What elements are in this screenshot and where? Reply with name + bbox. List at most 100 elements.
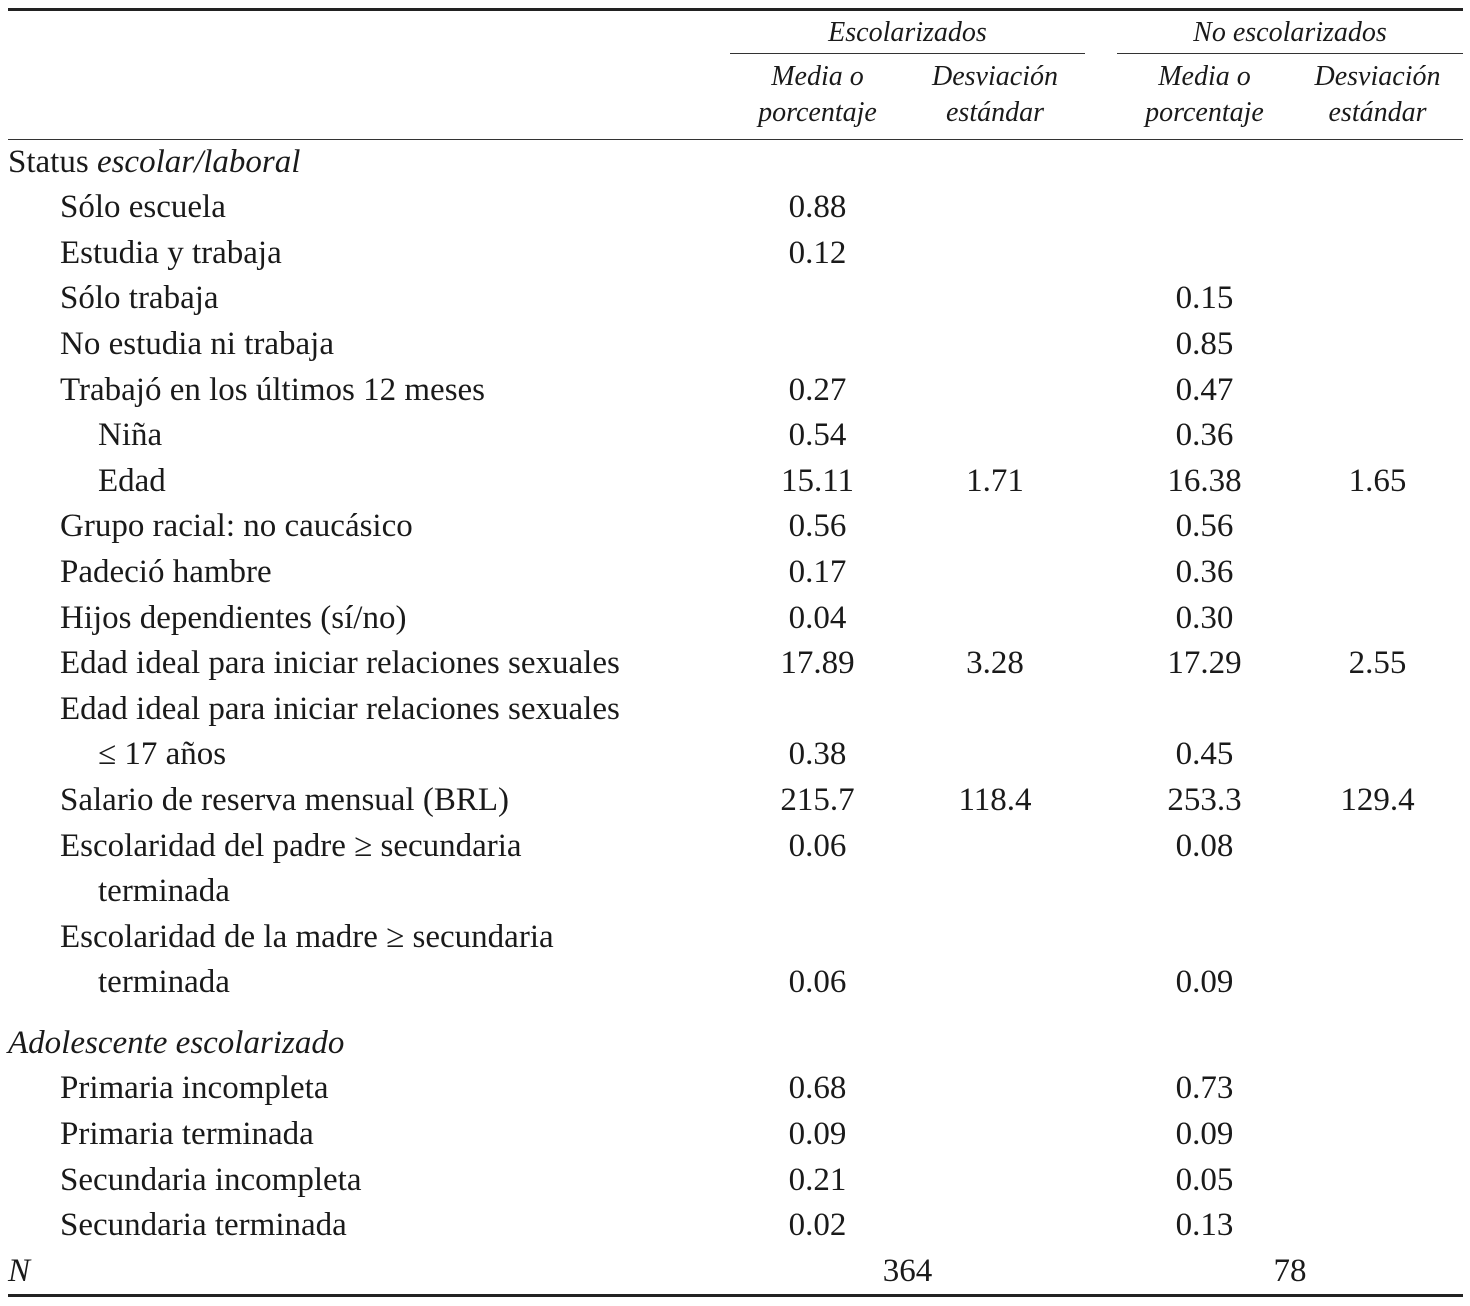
cell-value: 15.11 (780, 462, 855, 499)
row-label: Primaria incompleta (60, 1070, 329, 1107)
data-row: Grupo racial: no caucásico 0.56 0.56 (8, 504, 1463, 550)
blank (1085, 276, 1117, 322)
cell-value: 0.21 (788, 1161, 847, 1198)
cell-value: 17.89 (780, 645, 855, 682)
blank (1085, 56, 1117, 140)
cell-value (905, 1066, 1085, 1112)
data-row: Estudia y trabaja 0.12 (8, 231, 1463, 277)
blank (1085, 185, 1117, 231)
row-label: Edad (98, 462, 166, 499)
cell-value: 0.47 (1175, 371, 1234, 408)
blank (1085, 915, 1117, 961)
cell-value: 0.30 (1175, 599, 1234, 636)
column-header: Desviación estándar (905, 56, 1085, 140)
blank (1085, 596, 1117, 642)
cell-value (905, 596, 1085, 642)
data-row: Hijos dependientes (sí/no) 0.04 0.30 (8, 596, 1463, 642)
cell-value: 0.02 (788, 1207, 847, 1244)
cell-value (905, 869, 1085, 915)
cell-value (905, 824, 1085, 870)
cell-value (1117, 687, 1292, 733)
cell-value: 3.28 (966, 645, 1024, 682)
column-header: Media o porcentaje (730, 56, 905, 140)
cell-value (1292, 824, 1463, 870)
cell-value: 0.68 (788, 1070, 847, 1107)
total-value: 364 (730, 1248, 1085, 1298)
column-header-line: estándar (1328, 96, 1427, 128)
blank (1085, 322, 1117, 368)
blank (1085, 550, 1117, 596)
total-label: N (8, 1248, 730, 1298)
cell-value: 1.71 (966, 462, 1024, 499)
data-row: Niña 0.54 0.36 (8, 413, 1463, 459)
blank (1085, 368, 1117, 414)
data-row: Trabajó en los últimos 12 meses 0.27 0.47 (8, 368, 1463, 414)
group-header: No escolarizados (1117, 7, 1463, 57)
cell-value: 0.38 (788, 736, 847, 773)
data-row: No estudia ni trabaja 0.85 (8, 322, 1463, 368)
total-row: N 364 78 (8, 1248, 1463, 1298)
cell-value (730, 276, 905, 322)
data-row: Edad ideal para iniciar relaciones sexua… (8, 641, 1463, 687)
cell-value: 1.65 (1348, 462, 1407, 499)
cell-value: 0.08 (1175, 827, 1234, 864)
cell-value: 17.29 (1167, 645, 1242, 682)
column-header-line: Desviación (932, 60, 1058, 92)
group-header: Escolarizados (730, 7, 1085, 57)
cell-value (905, 915, 1085, 961)
blank (1085, 778, 1117, 824)
group-header-row: Escolarizados No escolarizados (8, 7, 1463, 57)
blank (1085, 1112, 1117, 1158)
cell-value (1117, 869, 1292, 915)
cell-value (1292, 504, 1463, 550)
data-row: Primaria terminada 0.09 0.09 (8, 1112, 1463, 1158)
row-label: Escolaridad del padre ≥ secundaria (60, 827, 522, 864)
row-label: Trabajó en los últimos 12 meses (60, 371, 486, 408)
column-header-row: Media o porcentaje Desviación estándar Media… (8, 56, 1463, 140)
section-title: Adolescente escolarizado (8, 1021, 1463, 1067)
cell-value (1117, 185, 1292, 231)
cell-value (1292, 231, 1463, 277)
cell-value: 118.4 (958, 781, 1032, 818)
cell-value: 0.09 (788, 1116, 847, 1153)
cell-value (905, 960, 1085, 1006)
column-header-line: porcentaje (758, 96, 877, 128)
cell-value: 0.56 (788, 508, 847, 545)
cell-value (1117, 231, 1292, 277)
cell-value (905, 276, 1085, 322)
blank (1085, 1158, 1117, 1204)
column-header-line: Media o (1158, 60, 1251, 92)
cell-value: 2.55 (1348, 645, 1407, 682)
blank (1085, 7, 1117, 57)
blank (1085, 504, 1117, 550)
row-label: Niña (98, 417, 163, 454)
cell-value: 215.7 (780, 781, 855, 818)
row-label: Estudia y trabaja (60, 234, 282, 271)
cell-value: 0.04 (788, 599, 847, 636)
cell-value (1292, 596, 1463, 642)
cell-value (1292, 1066, 1463, 1112)
row-label: Hijos dependientes (sí/no) (60, 599, 407, 636)
cell-value: 0.73 (1175, 1070, 1234, 1107)
row-label: ≤ 17 años (98, 736, 227, 773)
cell-value (1292, 185, 1463, 231)
cell-value (1292, 960, 1463, 1006)
data-row: Salario de reserva mensual (BRL) 215.7 118… (8, 778, 1463, 824)
data-row: Escolaridad del padre ≥ secundaria 0.06 0.… (8, 824, 1463, 870)
cell-value (730, 915, 905, 961)
data-row: terminada 0.06 0.09 (8, 960, 1463, 1006)
data-row: ≤ 17 años 0.38 0.45 (8, 732, 1463, 778)
cell-value (1292, 276, 1463, 322)
data-row: Sólo escuela 0.88 (8, 185, 1463, 231)
row-label: terminada (98, 964, 230, 1001)
cell-value: 16.38 (1167, 462, 1242, 499)
section-row: Status escolar/laboral (8, 139, 1463, 185)
data-row: Primaria incompleta 0.68 0.73 (8, 1066, 1463, 1112)
blank (1085, 960, 1117, 1006)
table-body: Escolarizados No escolarizados Media o porc… (8, 7, 1463, 1298)
cell-value (730, 869, 905, 915)
section-row: Adolescente escolarizado (8, 1021, 1463, 1067)
row-label: Secundaria incompleta (60, 1161, 362, 1198)
data-row: Escolaridad de la madre ≥ secundaria (8, 915, 1463, 961)
